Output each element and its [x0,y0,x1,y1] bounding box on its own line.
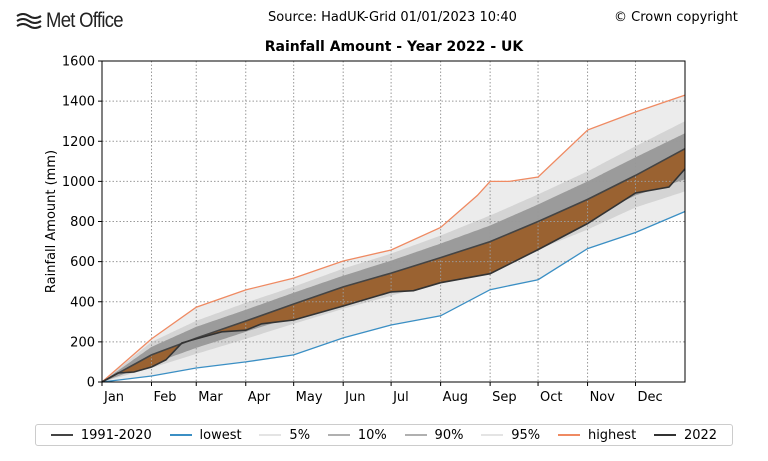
legend-swatch [481,434,504,436]
legend-label: 10% [357,427,387,443]
legend-item: 95% [481,428,540,443]
x-tick-label: Feb [154,390,177,405]
y-tick-label: 1000 [62,175,95,190]
anomaly-fill [102,148,685,382]
x-tick-label: Jul [392,390,409,405]
copyright-text: © Crown copyright [614,10,738,25]
legend-item: 5% [259,428,310,443]
y-tick-label: 1200 [62,135,95,150]
met-office-logo-icon [16,13,42,29]
legend-label: 90% [434,427,464,443]
legend-item: 2022 [653,427,718,443]
x-tick-label: Mar [198,390,223,405]
y-axis-label: Rainfall Amount (mm) [44,150,59,293]
x-tick-label: Jun [344,390,365,405]
legend-item: lowest [169,427,242,443]
y-tick-label: 200 [70,335,95,350]
x-tick-label: Aug [443,390,468,405]
legend-item: 1991-2020 [50,427,152,443]
legend-swatch [557,434,580,436]
logo-text: Met Office [46,9,124,32]
legend-item: 10% [327,427,387,443]
legend-swatch [653,434,676,436]
legend-swatch [404,434,427,436]
y-tick-label: 1600 [62,55,95,70]
series-line-lowest [101,210,686,383]
legend-label: highest [587,427,637,443]
legend-swatch [50,434,73,436]
x-tick-label: May [296,390,323,405]
plot-frame [101,60,686,383]
x-tick-label: Nov [590,390,616,405]
chart-title: Rainfall Amount - Year 2022 - UK [264,39,524,55]
y-tick-label: 800 [70,215,95,230]
x-tick-label: Oct [540,390,562,405]
x-tick-label: Dec [637,390,662,405]
legend-item: highest [557,427,637,443]
x-tick-label: Sep [492,390,517,405]
y-tick-label: 600 [70,255,95,270]
y-tick-label: 0 [87,376,95,391]
legend-swatch [327,434,350,436]
legend-item: 90% [404,427,464,443]
x-tick-label: Jan [103,390,124,405]
series-line-2022 [101,168,686,383]
y-tick-label: 1400 [62,95,95,110]
legend-label: lowest [199,427,242,443]
x-tick-label: Apr [248,390,271,405]
legend-swatch [259,434,282,436]
legend-label: 95% [511,427,541,443]
legend-swatch [169,434,192,436]
legend-label: 2022 [683,427,718,443]
source-text: Source: HadUK-Grid 01/01/2023 10:40 [268,10,517,25]
series-line-highest [101,94,686,383]
legend-label: 1991-2020 [80,427,152,443]
chart-legend: 1991-2020 lowest 5% 10% 90% 95% highest 2022 [35,424,733,446]
met-office-logo: Met Office [16,9,133,33]
legend-label: 5% [289,427,311,443]
y-tick-label: 400 [70,295,95,310]
